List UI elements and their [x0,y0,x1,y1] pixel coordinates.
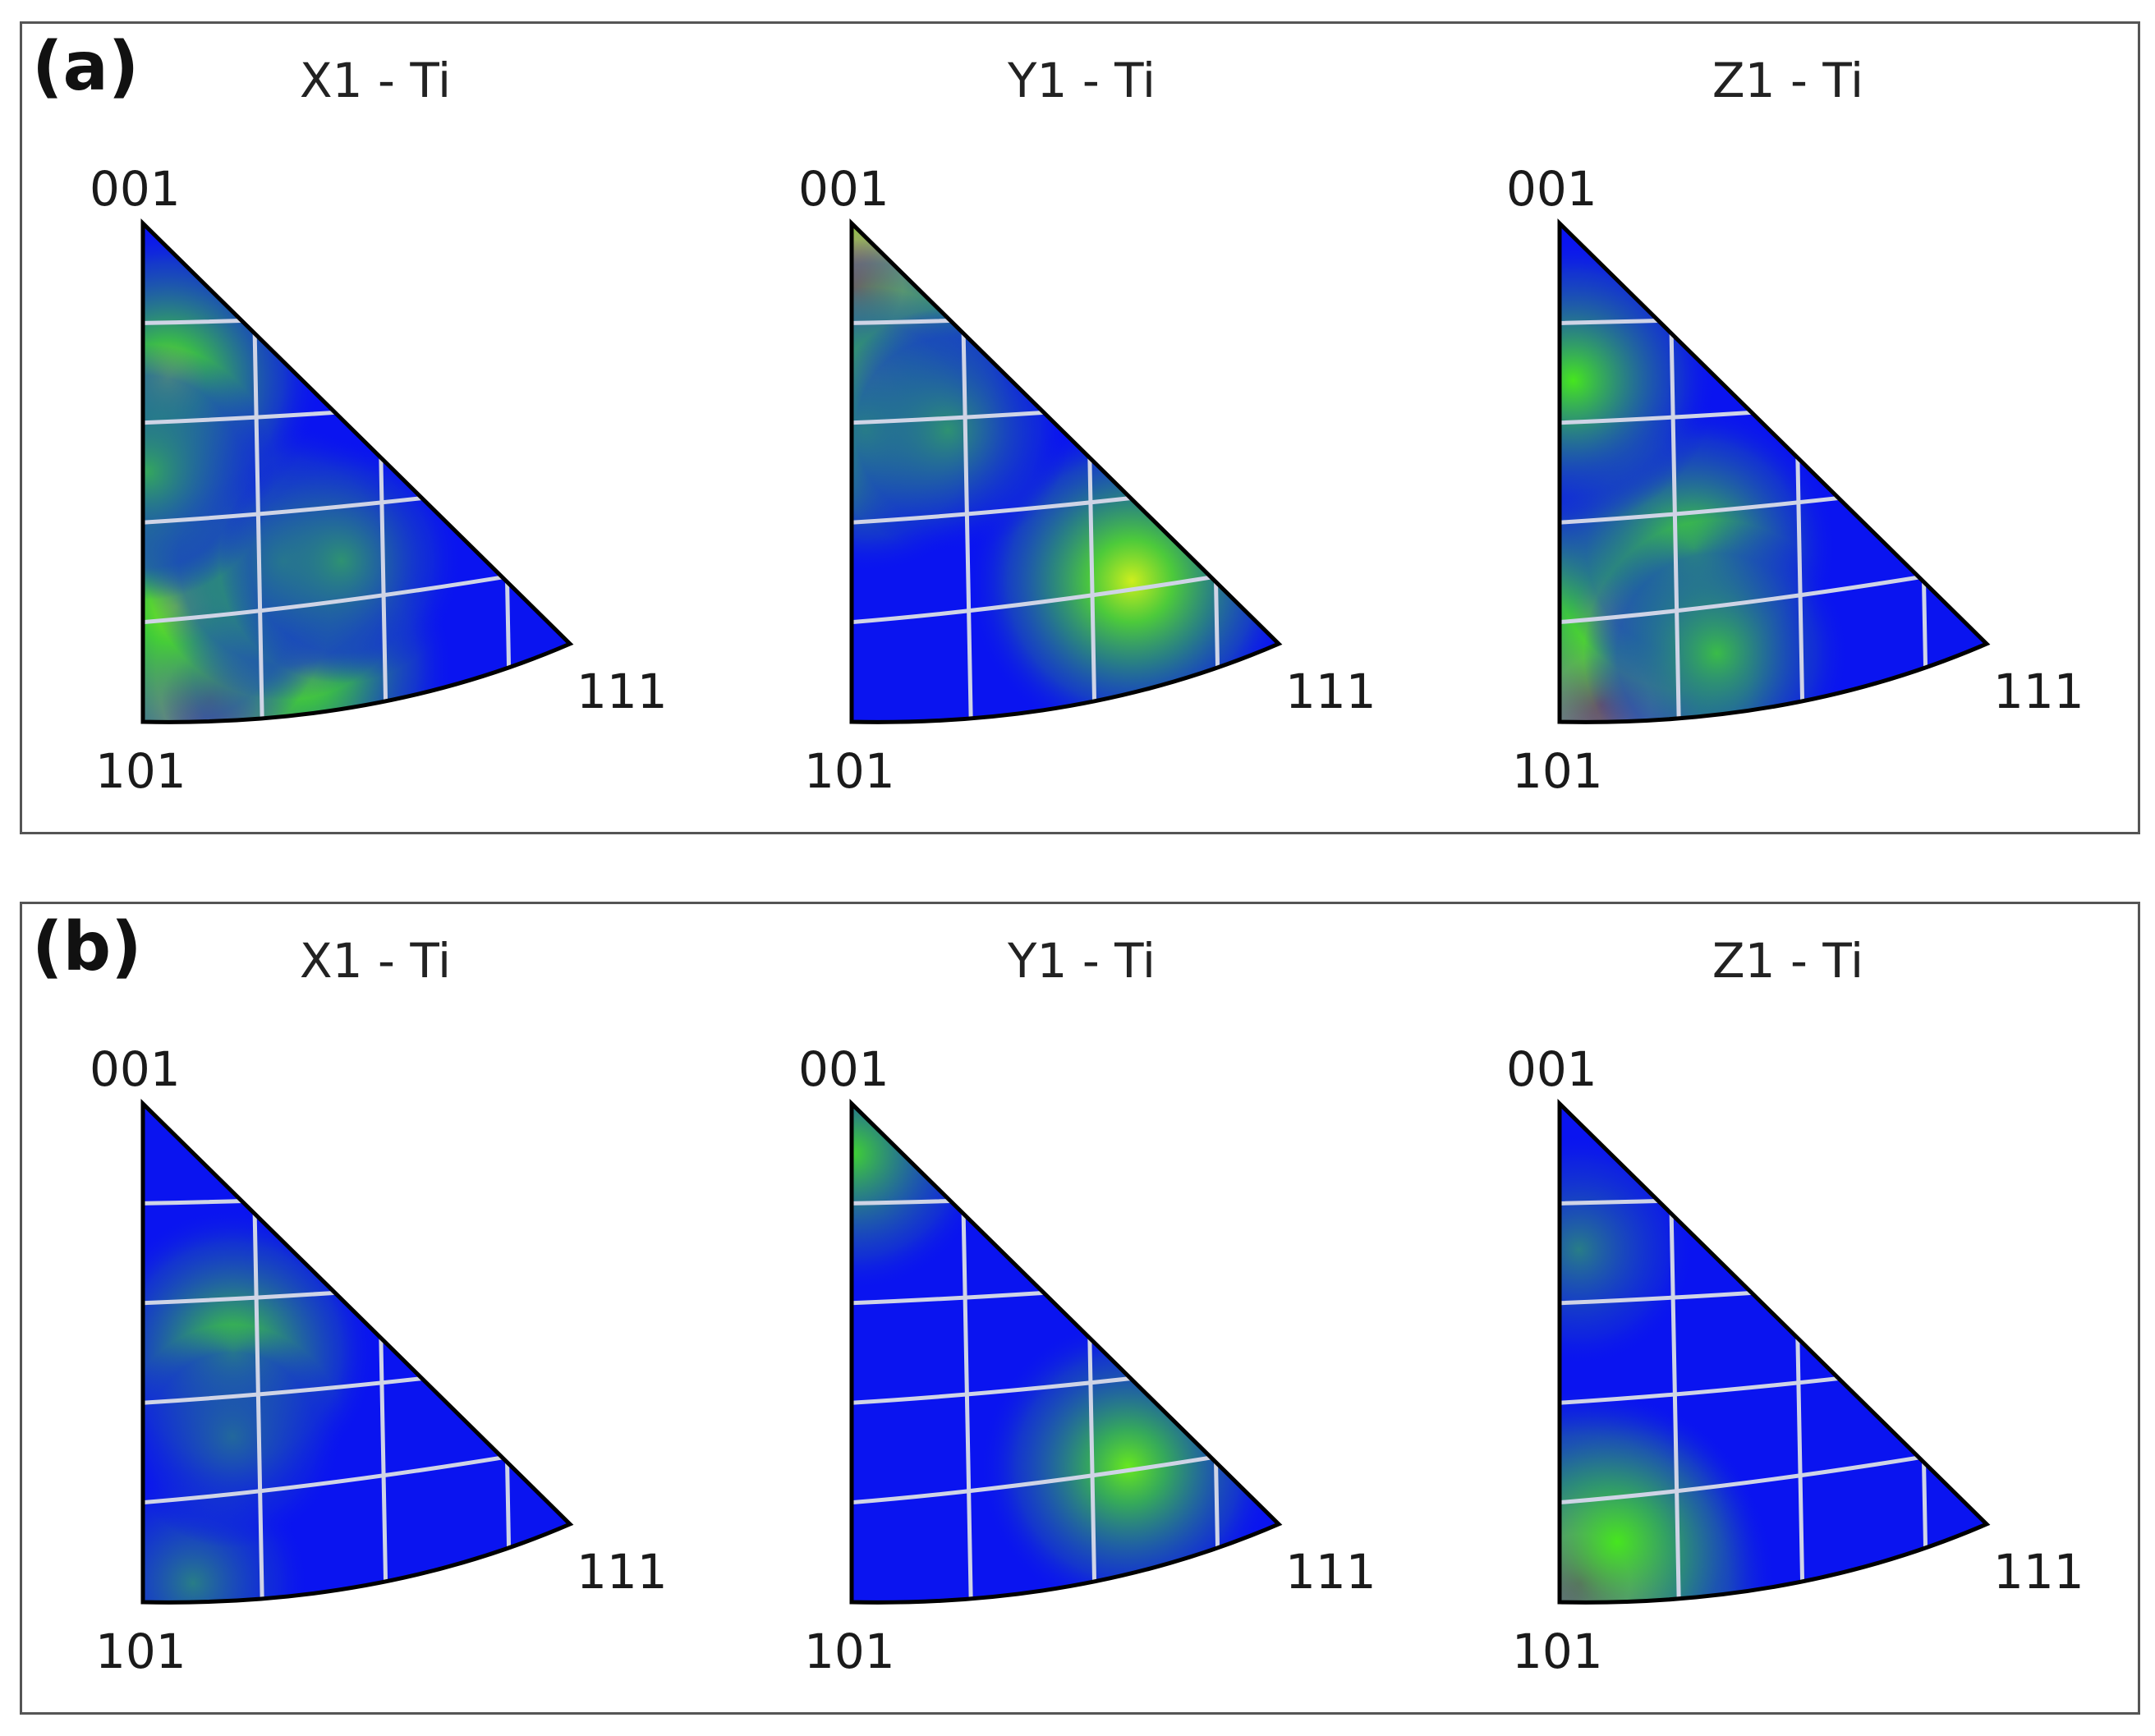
corner-label-001: 001 [798,161,889,217]
corner-label-111: 111 [1993,664,2084,719]
corner-label-101: 101 [95,743,186,799]
ipf-title-b-y1: Y1 - Ti [1008,933,1156,989]
ipf-triangle [1560,1104,1987,1603]
ipf-title-a-y1: Y1 - Ti [1008,53,1156,108]
ipf-intensity-spot [1560,1132,1696,1367]
ipf-outline [1557,1099,1991,1605]
corner-label-101: 101 [1512,743,1603,799]
ipf-title-b-z1: Z1 - Ti [1712,933,1864,989]
panel-a: (a) X1 - Ti Y1 - Ti Z1 - Ti 001 101 111 001… [20,21,2140,834]
ipf-title-b-x1: X1 - Ti [299,933,452,989]
ipf-intensity-spot [143,344,275,600]
ipf-title-a-x1: X1 - Ti [299,53,452,108]
corner-label-101: 101 [1512,1623,1603,1679]
corner-label-111: 111 [1285,1544,1376,1600]
ipf-outline [140,218,574,724]
corner-label-101: 101 [804,1623,895,1679]
ipf-outline [849,1099,1283,1605]
corner-label-001: 001 [1506,1041,1597,1097]
ipf-outline [849,218,1283,724]
corner-label-101: 101 [95,1623,186,1679]
ipf-intensity-spot [1583,520,1850,723]
ipf-title-a-z1: Z1 - Ti [1712,53,1864,108]
ipf-triangle [852,1104,1279,1603]
ipf-outline [1557,218,1991,724]
corner-label-001: 001 [90,1041,181,1097]
ipf-intensity-spot [979,1317,1278,1603]
panel-label-a: (a) [32,28,140,106]
corner-label-001: 001 [798,1041,889,1097]
corner-label-111: 111 [1993,1544,2084,1600]
corner-label-111: 111 [577,664,668,719]
ipf-plots-a: 001 101 111 001 101 111 001 101 111 [90,161,2084,799]
corner-label-001: 001 [1506,161,1597,217]
ipf-triangle [143,1104,570,1603]
ipf-intensity-spot [143,1324,345,1548]
corner-label-111: 111 [577,1544,668,1600]
ipf-triangle [1560,223,1987,723]
corner-label-111: 111 [1285,664,1376,719]
panel-label-b: (b) [32,908,142,986]
corner-label-101: 101 [804,743,895,799]
ipf-plots-b: 001 101 111 001 101 111 001 101 111 [90,1041,2084,1679]
panel-b: (b) X1 - Ti Y1 - Ti Z1 - Ti 001 101 111 001… [20,902,2140,1715]
ipf-outline [140,1099,574,1605]
ipf-triangle [852,223,1279,723]
corner-label-001: 001 [90,161,181,217]
ipf-intensity-spot [1560,1398,1762,1603]
